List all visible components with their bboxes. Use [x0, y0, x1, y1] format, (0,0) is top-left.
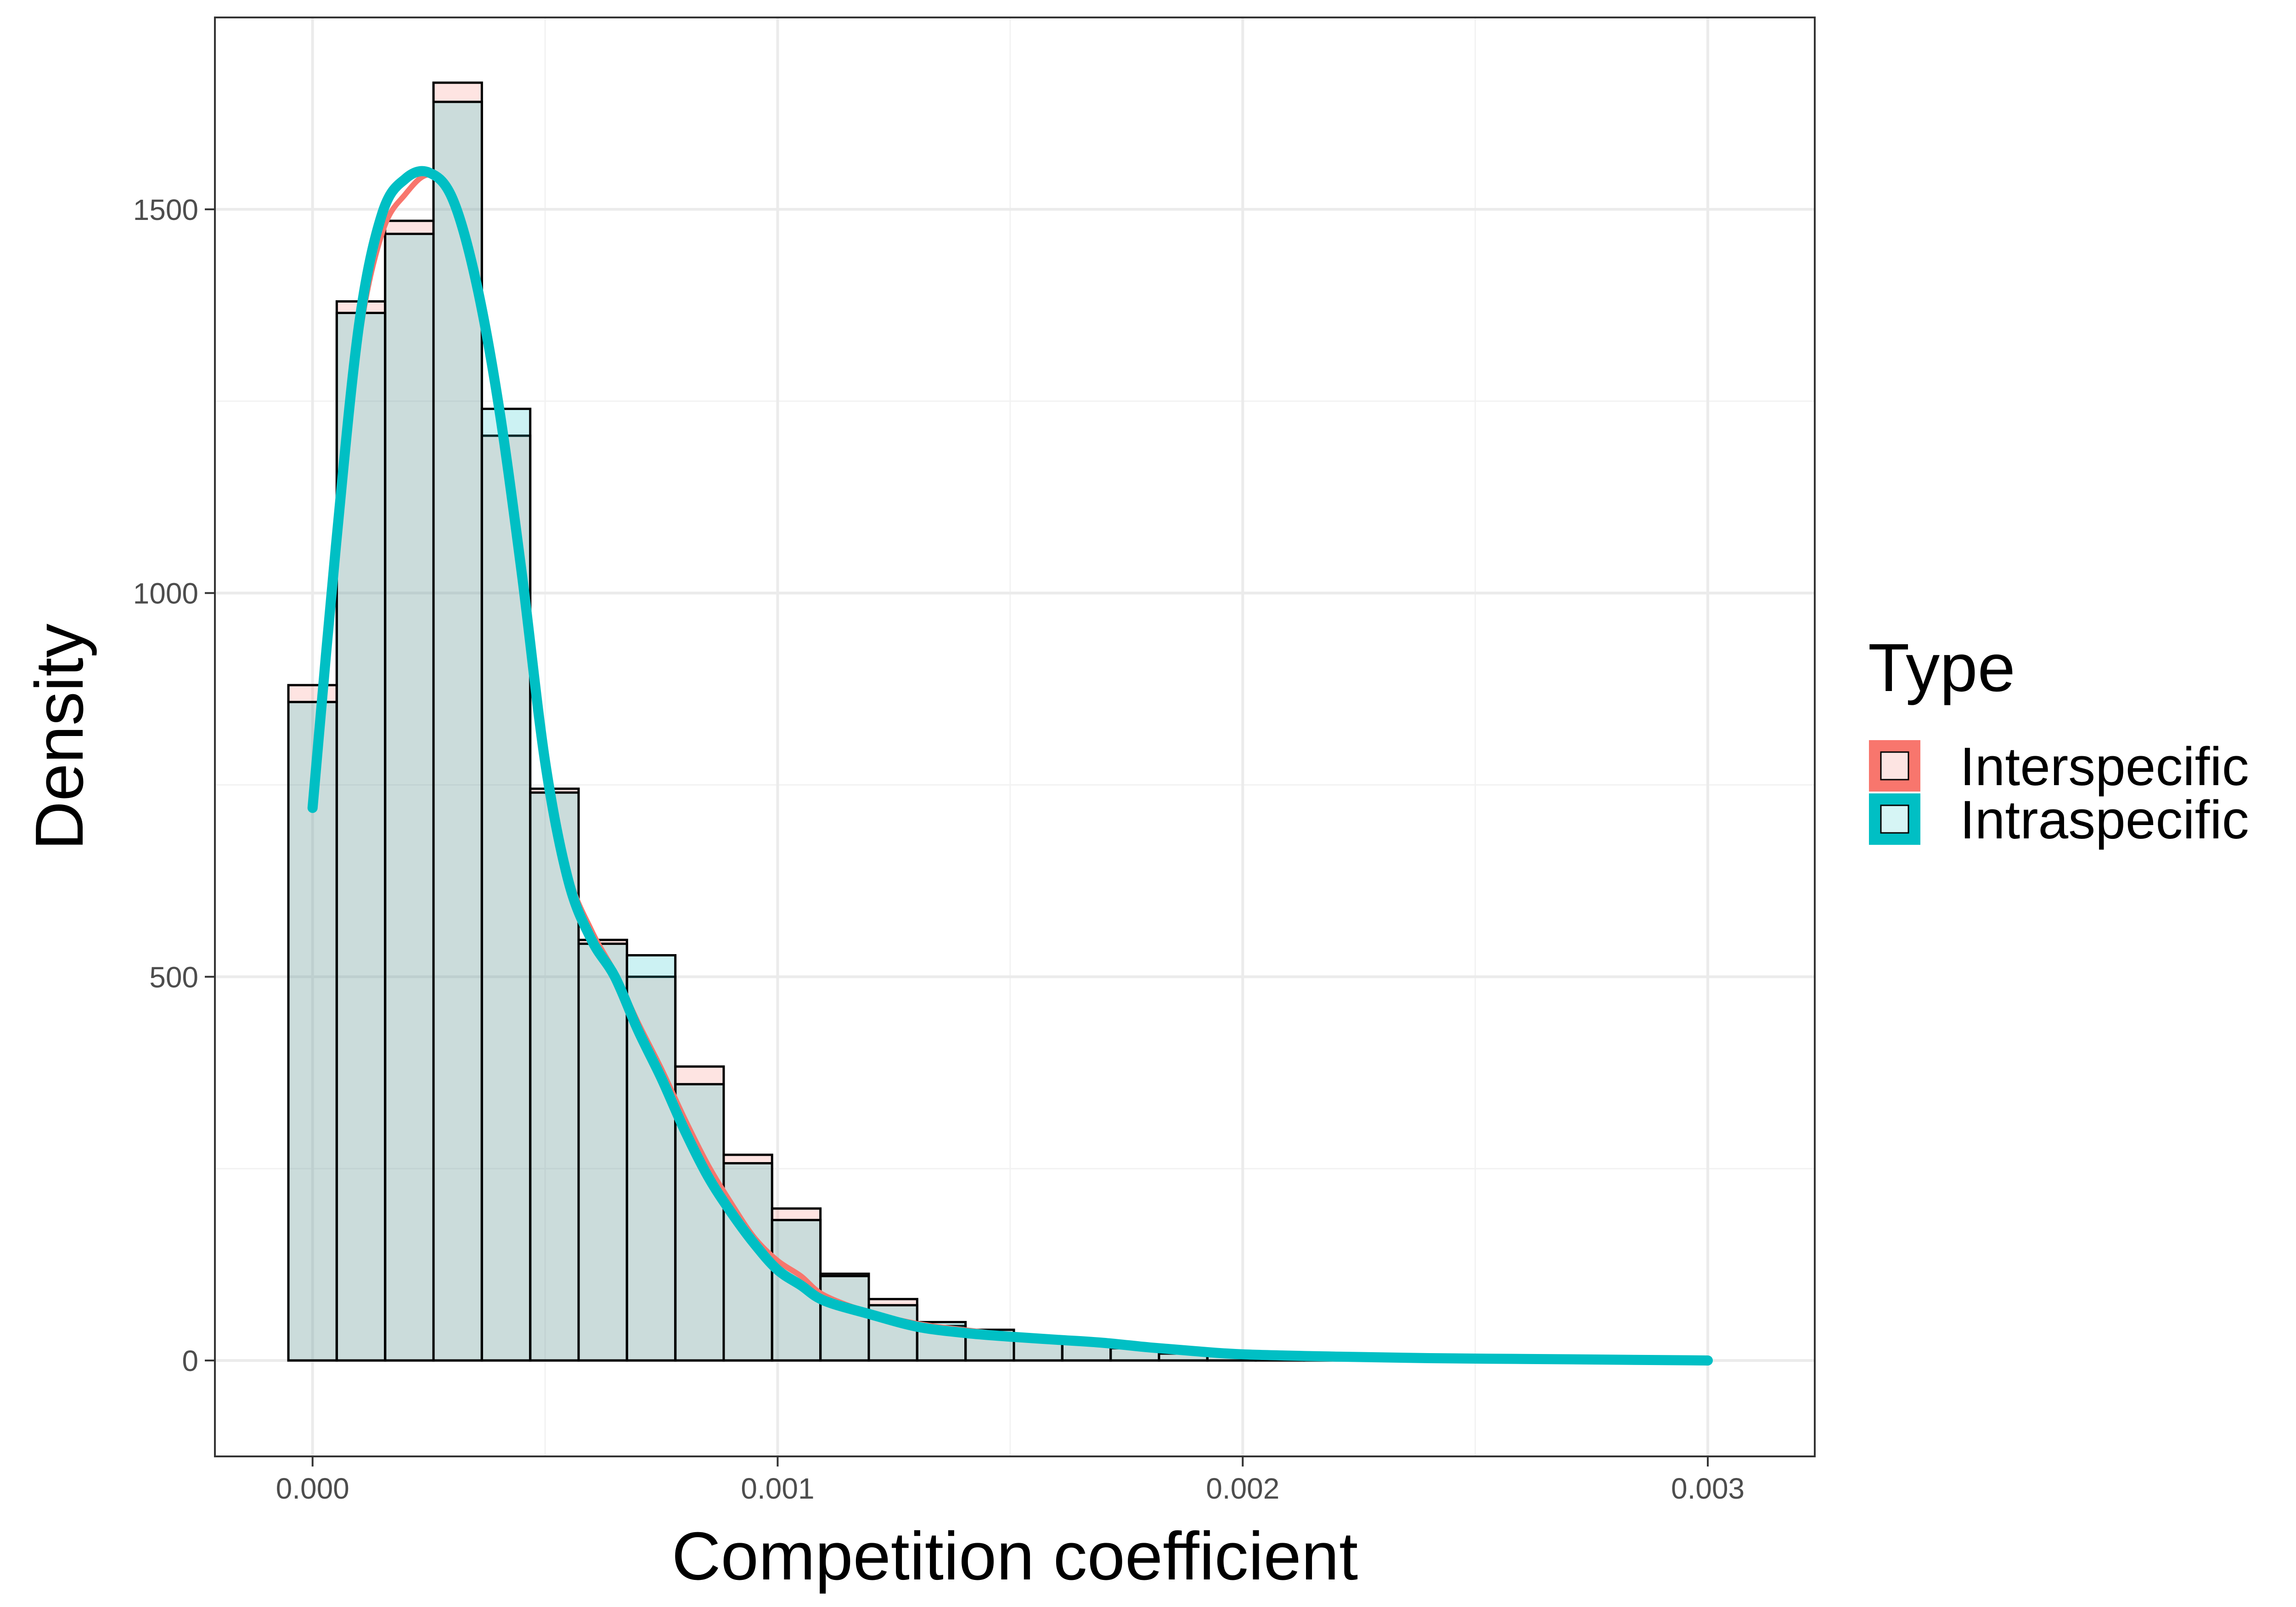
legend-key-intraspecific	[1869, 793, 1920, 845]
density-curves	[307, 166, 1713, 1366]
x-tick-label: 0.000	[276, 1472, 349, 1505]
legend-label-interspecific: Interspecific	[1960, 736, 2249, 797]
legend-key-fill	[1880, 804, 1909, 834]
y-tick-label: 500	[149, 961, 198, 994]
histogram-bar	[384, 232, 435, 1362]
x-axis-title: Competition coefficient	[672, 1518, 1358, 1594]
legend-title: Type	[1868, 630, 2015, 706]
legend-label-intraspecific: Intraspecific	[1960, 790, 2249, 850]
histogram-bar	[625, 975, 677, 1362]
histogram-bar	[577, 942, 628, 1362]
legend-key-interspecific	[1869, 740, 1920, 792]
histogram-bar	[432, 81, 483, 1362]
x-tick-label: 0.001	[741, 1472, 814, 1505]
histogram-bar	[819, 1275, 870, 1362]
histogram-bar	[867, 1304, 918, 1362]
y-tick-label: 1000	[133, 577, 198, 610]
plot-border	[214, 17, 1816, 1457]
legend-key-fill	[1880, 751, 1909, 781]
x-tick-label: 0.003	[1671, 1472, 1745, 1505]
y-axis-ticks: 0 500 1000 1500	[133, 193, 215, 1377]
x-axis-ticks: 0.000 0.001 0.002 0.003	[276, 1456, 1745, 1505]
histogram-bar	[480, 407, 532, 1362]
y-tick-label: 0	[182, 1344, 198, 1377]
density-curve-intraspecific	[307, 166, 1713, 1366]
histogram-bar	[432, 101, 483, 1362]
x-tick-label: 0.002	[1206, 1472, 1279, 1505]
y-tick-label: 1500	[133, 193, 198, 226]
y-axis-title: Density	[22, 624, 97, 850]
